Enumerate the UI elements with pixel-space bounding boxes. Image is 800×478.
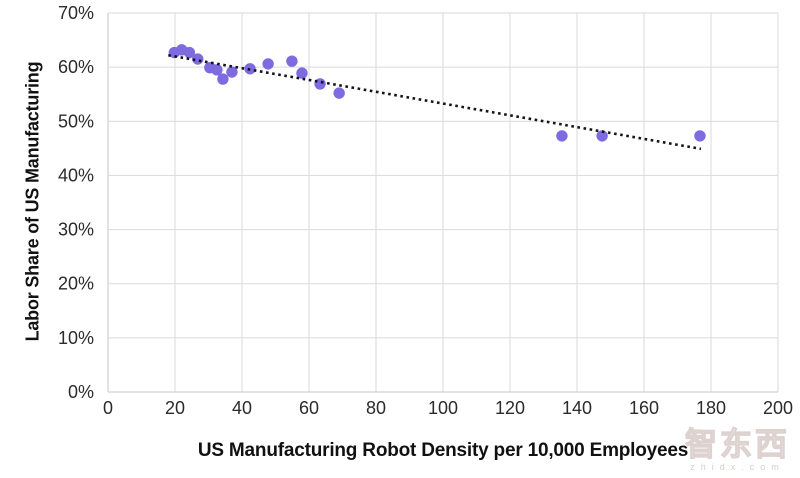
trendline xyxy=(168,53,702,151)
watermark-logo: 智东西 xyxy=(684,425,790,462)
data-point xyxy=(262,58,274,70)
data-point xyxy=(183,46,196,59)
y-axis-title: Labor Share of US Manufacturing xyxy=(22,61,43,342)
data-point xyxy=(226,66,238,78)
x-tick-label: 160 xyxy=(629,398,659,418)
data-point xyxy=(596,130,608,142)
y-tick-label: 30% xyxy=(58,220,94,240)
x-tick-label: 0 xyxy=(103,398,113,418)
y-tick-label: 60% xyxy=(58,57,94,77)
y-tick-label: 20% xyxy=(58,274,94,294)
data-point xyxy=(333,87,345,99)
x-tick-label: 80 xyxy=(366,398,386,418)
data-point xyxy=(556,130,568,142)
y-tick-label: 50% xyxy=(58,111,94,131)
y-tick-label: 0% xyxy=(68,382,94,402)
x-tick-label: 180 xyxy=(696,398,726,418)
data-point xyxy=(217,73,229,85)
x-tick-label: 40 xyxy=(232,398,252,418)
x-tick-label: 60 xyxy=(299,398,319,418)
x-tick-label: 100 xyxy=(428,398,458,418)
data-point xyxy=(694,130,706,142)
x-tick-label: 140 xyxy=(562,398,592,418)
watermark: 智东西 zhidx.com xyxy=(684,425,790,472)
data-point xyxy=(211,64,223,76)
y-tick-label: 10% xyxy=(58,328,94,348)
data-point xyxy=(286,55,298,67)
y-tick-label: 70% xyxy=(58,3,94,23)
y-tick-label: 40% xyxy=(58,165,94,185)
x-axis-title: US Manufacturing Robot Density per 10,00… xyxy=(197,440,689,461)
x-tick-label: 120 xyxy=(495,398,525,418)
watermark-url: zhidx.com xyxy=(690,461,785,472)
x-tick-label: 20 xyxy=(165,398,185,418)
x-tick-label: 200 xyxy=(763,398,793,418)
data-point xyxy=(296,67,308,79)
